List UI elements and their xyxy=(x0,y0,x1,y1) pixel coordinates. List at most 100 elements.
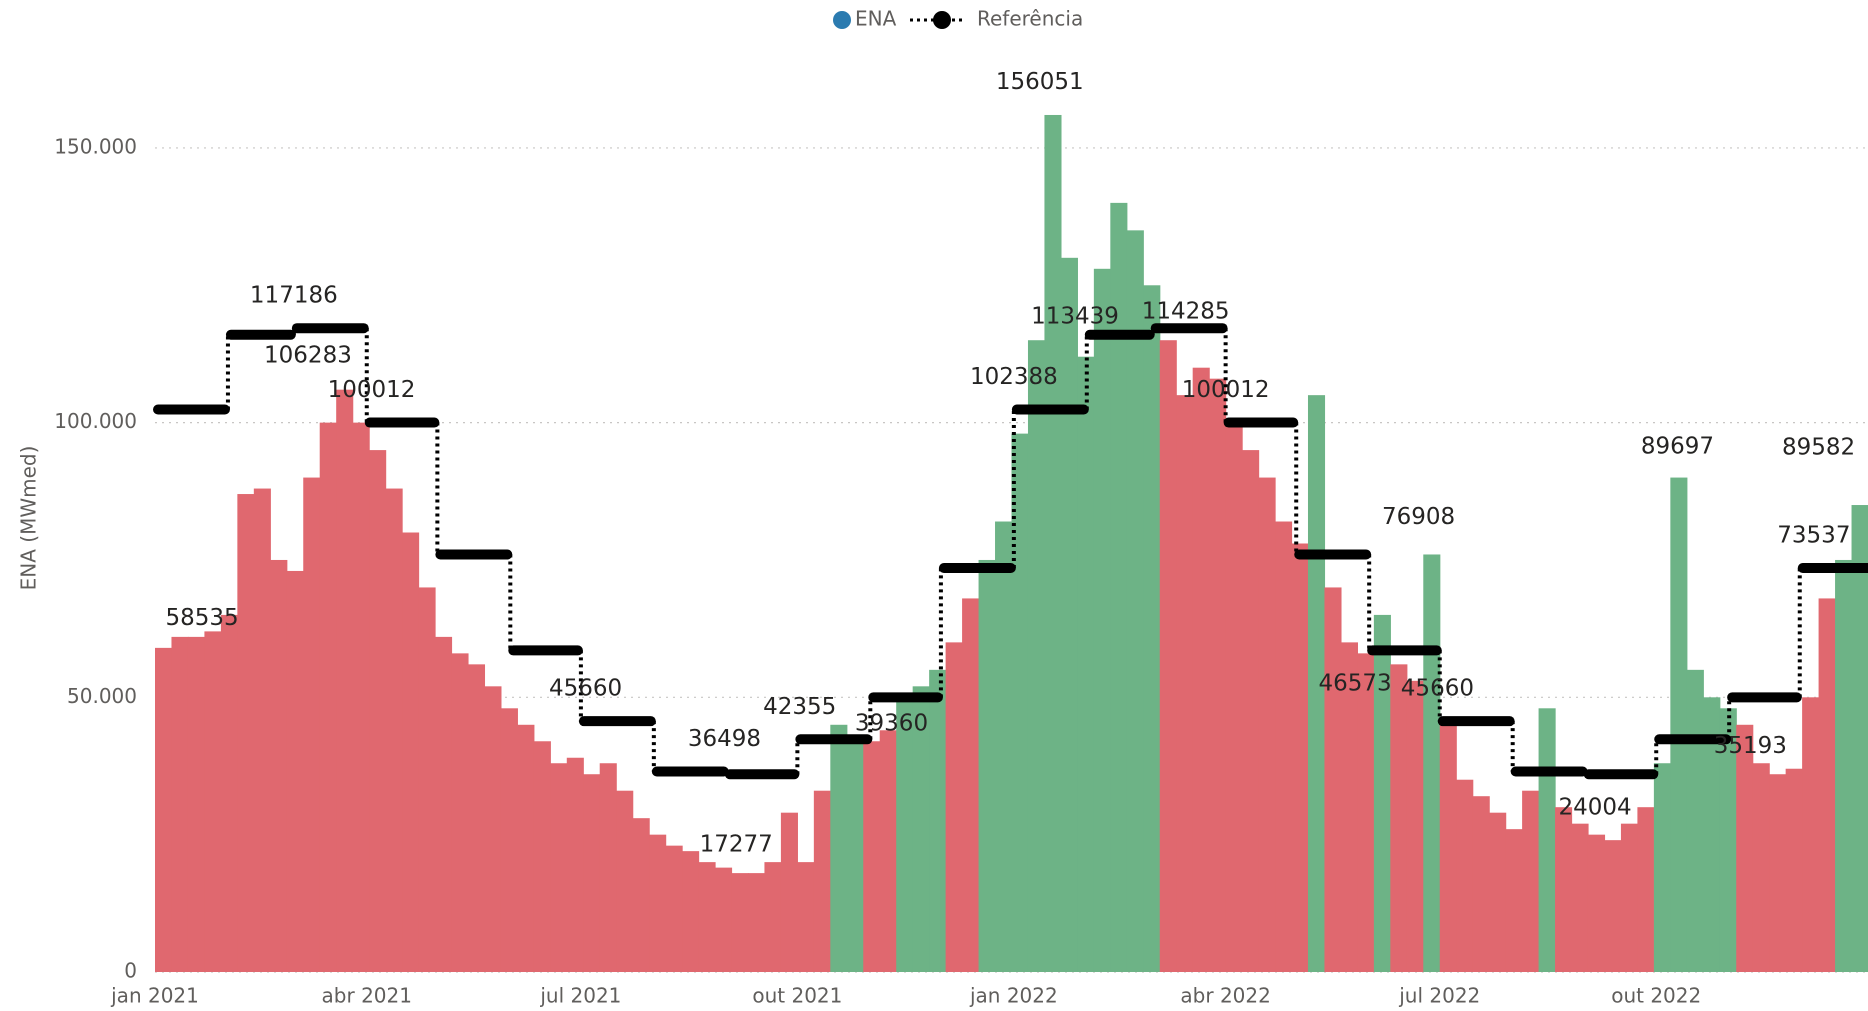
ena-bar xyxy=(1489,812,1507,972)
ena-bar xyxy=(1703,697,1721,972)
x-tick-label: abr 2022 xyxy=(1180,984,1270,1008)
ena-bar xyxy=(1258,477,1276,972)
ena-bar xyxy=(846,735,864,972)
ena-bar xyxy=(649,834,667,972)
data-label: 76908 xyxy=(1382,504,1455,530)
ena-bar xyxy=(962,598,980,972)
x-tick-label: jan 2022 xyxy=(969,984,1058,1008)
data-label: 58535 xyxy=(165,605,238,631)
ena-bar xyxy=(1423,554,1441,972)
ena-bar xyxy=(270,559,288,972)
ena-bar xyxy=(1176,395,1194,972)
x-tick-label: jul 2022 xyxy=(1398,984,1480,1008)
ena-bar xyxy=(747,873,766,972)
data-label: 36498 xyxy=(688,726,761,752)
ena-bar xyxy=(1357,653,1375,972)
ena-bar xyxy=(1291,543,1309,972)
ena-bar xyxy=(1324,587,1342,972)
ena-bar xyxy=(1307,395,1326,972)
ena-bar xyxy=(336,389,354,973)
ena-bar xyxy=(402,532,420,972)
ena-bar xyxy=(155,647,173,972)
data-label: 17277 xyxy=(700,832,773,858)
ena-bar xyxy=(1439,724,1457,972)
y-axis-title: ENA (MWmed) xyxy=(17,446,41,591)
ena-bar xyxy=(517,724,535,972)
ena-bar xyxy=(418,587,436,972)
ena-bar xyxy=(599,763,617,972)
ena-bar xyxy=(912,686,930,972)
ena-bar xyxy=(1093,268,1111,972)
data-label: 156051 xyxy=(996,69,1084,95)
data-label: 42355 xyxy=(763,694,836,720)
ena-bar xyxy=(1077,356,1095,972)
ena-bar xyxy=(665,845,683,972)
y-tick-label: 150.000 xyxy=(54,134,137,158)
ena-bar xyxy=(945,642,963,972)
ena-bar xyxy=(1011,433,1029,972)
ena-bar xyxy=(1686,669,1704,972)
ena-bar xyxy=(780,812,798,972)
data-label: 89582 xyxy=(1782,434,1855,460)
data-label: 73537 xyxy=(1777,523,1850,549)
ena-bar xyxy=(369,450,387,972)
ena-bar xyxy=(978,559,996,972)
ena-bar xyxy=(1571,823,1589,972)
ena-bar xyxy=(698,862,716,972)
ena-bar xyxy=(1209,378,1227,972)
ena-bar xyxy=(863,741,881,972)
ena-bar xyxy=(1752,763,1770,972)
y-tick-label: 0 xyxy=(124,959,137,983)
grid: 0 50.000 100.000 150.000 jan 2021 abr 2021 jul… xyxy=(54,134,1868,1008)
ena-bar xyxy=(1835,559,1853,972)
ena-bar xyxy=(1242,450,1260,972)
ena-bar xyxy=(1653,763,1671,972)
ena-bar xyxy=(1472,796,1490,972)
legend-label: Referência xyxy=(977,7,1083,31)
ena-bar xyxy=(550,763,568,972)
x-tick-label: out 2021 xyxy=(752,984,842,1008)
overlay: 58535 117186 106283 100012 45660 36498 17277 42… xyxy=(153,7,1868,858)
data-label: 39360 xyxy=(855,710,928,736)
legend-label: ENA xyxy=(855,7,897,31)
x-tick-label: out 2022 xyxy=(1611,984,1701,1008)
ena-bar xyxy=(220,614,238,972)
ena-bar xyxy=(1340,642,1358,972)
ena-bar xyxy=(1555,807,1573,972)
data-label: 113439 xyxy=(1031,303,1119,329)
ena-bar xyxy=(1818,598,1836,972)
ena-bar xyxy=(616,790,634,972)
ena-bar xyxy=(1373,614,1391,972)
legend-marker xyxy=(933,11,951,29)
ena-bar xyxy=(879,730,897,972)
data-label: 117186 xyxy=(250,283,338,309)
ena-bar xyxy=(1785,768,1803,972)
ena-bar xyxy=(1225,422,1243,972)
ena-bar xyxy=(1538,708,1556,972)
ena-bar xyxy=(1143,285,1161,972)
ena-bar xyxy=(435,636,453,972)
ena-bar xyxy=(253,488,271,972)
ena-bar xyxy=(1159,340,1177,972)
ena-bar xyxy=(1505,829,1523,972)
data-label: 106283 xyxy=(264,343,352,369)
ena-bar xyxy=(1522,790,1540,972)
ena-bar xyxy=(1802,697,1820,972)
ena-bar xyxy=(1719,708,1737,972)
ena-bar xyxy=(1110,202,1128,972)
ena-bar xyxy=(467,664,486,972)
ena-bar xyxy=(1126,230,1144,972)
ena-bar xyxy=(533,741,551,972)
data-label: 89697 xyxy=(1641,434,1714,460)
ena-bar xyxy=(797,862,815,972)
ena-bar xyxy=(500,708,518,972)
ena-bar xyxy=(1620,823,1639,972)
ena-bar xyxy=(929,669,947,972)
ena-bar xyxy=(237,494,255,972)
ena-bar xyxy=(995,521,1013,972)
ena-bar xyxy=(187,636,206,972)
ena-bar xyxy=(566,757,584,972)
data-label: 46573 xyxy=(1318,671,1391,697)
